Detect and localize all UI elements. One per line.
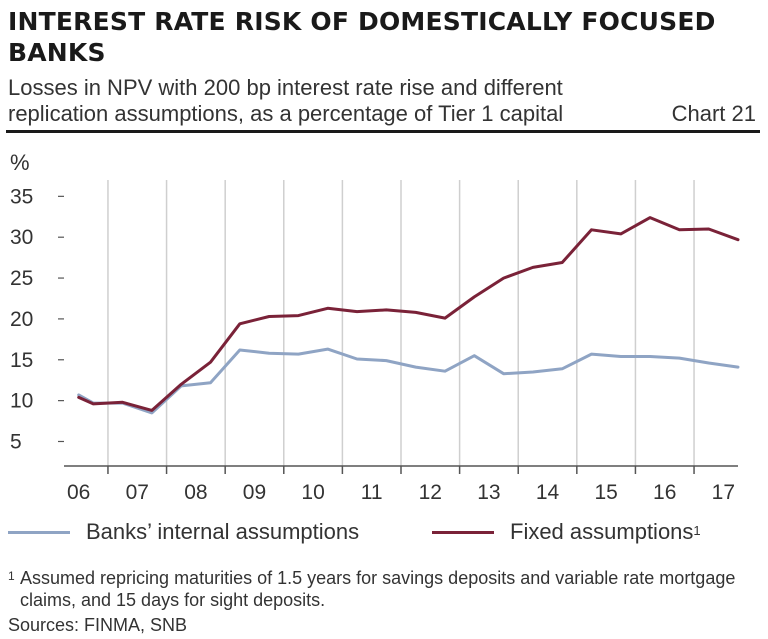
series-layer [77, 216, 740, 415]
x-tick-label: 13 [477, 481, 500, 504]
y-unit-label: % [10, 150, 30, 175]
sources: Sources: FINMA, SNB [8, 615, 188, 635]
footnote-text: Assumed repricing maturities of 1.5 year… [20, 568, 736, 610]
x-tick-label: 10 [301, 481, 324, 504]
legend-swatch-internal [8, 530, 70, 534]
x-tick-label: 12 [419, 481, 442, 504]
subtitle-line-2: replication assumptions, as a percentage… [8, 101, 564, 126]
x-tick-label: 14 [536, 481, 560, 504]
x-tick-label: 06 [67, 481, 90, 504]
y-tick-label: 30 [10, 226, 33, 249]
legend-item-internal: Banks’ internal assumptions [8, 518, 359, 546]
legend-swatch-fixed [432, 530, 494, 534]
x-tick-label: 15 [594, 481, 617, 504]
title-rule [6, 130, 760, 133]
chart-number: Chart 21 [671, 101, 756, 126]
legend-item-fixed: Fixed assumptions 1 [432, 518, 701, 546]
grid-layer [107, 180, 695, 466]
x-tick-label: 07 [126, 481, 149, 504]
axis-layer: 5 10 15 20 25 30 35 06 07 08 09 10 11 12 13 14 15 16 17 [10, 185, 738, 504]
line-chart: % 5 10 15 20 25 30 35 06 07 08 09 10 11 12 13 14 15 16 17 [10, 150, 740, 504]
y-tick-label: 20 [10, 308, 33, 331]
x-tick-label: 09 [243, 481, 266, 504]
series-line-internal [77, 347, 740, 415]
y-tick-label: 15 [10, 349, 33, 372]
x-tick-label: 08 [184, 481, 207, 504]
legend-label-fixed: Fixed assumptions [510, 519, 694, 544]
series-line-fixed [77, 216, 740, 412]
y-tick-label: 25 [10, 267, 33, 290]
x-tick-label: 16 [653, 481, 676, 504]
y-tick-label: 35 [10, 185, 33, 208]
footnote: 1 Assumed repricing maturities of 1.5 ye… [8, 567, 758, 611]
x-tick-label: 11 [361, 481, 383, 504]
chart-title: INTEREST RATE RISK OF DOMESTICALLY FOCUS… [8, 7, 716, 67]
footnote-mark: 1 [8, 569, 15, 583]
legend-footnote-mark: 1 [693, 522, 701, 538]
y-tick-label: 10 [10, 390, 33, 413]
legend-label-internal: Banks’ internal assumptions [86, 519, 360, 544]
y-tick-label: 5 [10, 430, 22, 453]
subtitle-line-1: Losses in NPV with 200 bp interest rate … [8, 75, 563, 100]
chart-subtitle: Losses in NPV with 200 bp interest rate … [8, 75, 563, 127]
x-tick-label: 17 [712, 481, 735, 504]
